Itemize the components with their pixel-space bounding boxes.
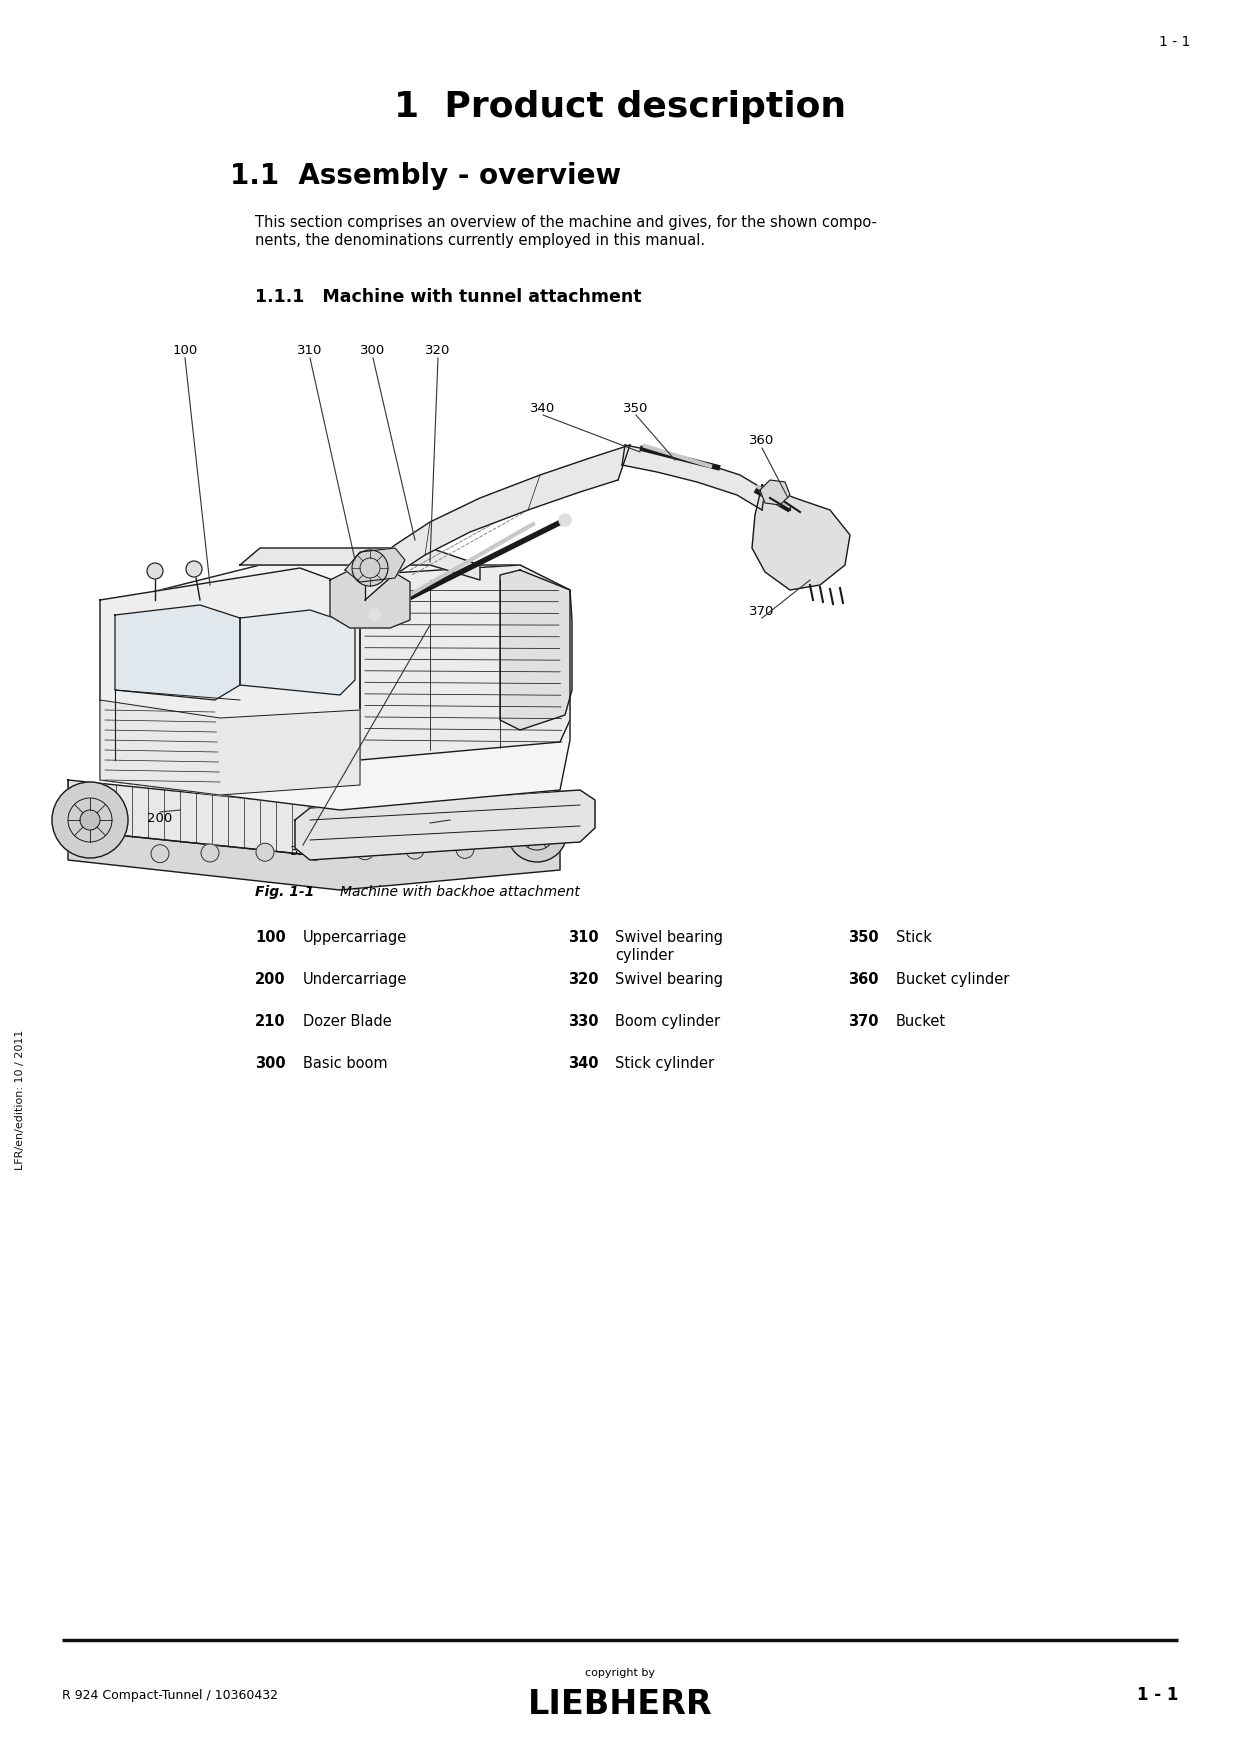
- Circle shape: [370, 609, 381, 621]
- Polygon shape: [241, 548, 480, 579]
- Text: Swivel bearing: Swivel bearing: [615, 972, 723, 986]
- Circle shape: [52, 783, 128, 858]
- Text: 200: 200: [255, 972, 285, 986]
- Text: 370: 370: [848, 1014, 878, 1028]
- Text: 350: 350: [848, 930, 879, 944]
- Circle shape: [201, 844, 219, 862]
- Circle shape: [456, 841, 474, 858]
- Circle shape: [81, 811, 100, 830]
- Circle shape: [352, 549, 388, 586]
- Text: Swivel bearing: Swivel bearing: [615, 930, 723, 944]
- Text: Fig. 1-1: Fig. 1-1: [255, 885, 314, 899]
- Text: 320: 320: [425, 344, 450, 356]
- Polygon shape: [295, 790, 595, 860]
- Circle shape: [559, 514, 570, 526]
- Circle shape: [529, 825, 546, 841]
- Text: 100: 100: [255, 930, 285, 944]
- Text: LFR/en/edition: 10 / 2011: LFR/en/edition: 10 / 2011: [15, 1030, 25, 1171]
- Circle shape: [507, 802, 567, 862]
- Polygon shape: [360, 565, 570, 760]
- Polygon shape: [751, 484, 849, 590]
- Polygon shape: [345, 548, 405, 583]
- Polygon shape: [760, 481, 790, 505]
- Text: 330: 330: [290, 844, 316, 858]
- Polygon shape: [365, 446, 630, 600]
- Text: Bucket cylinder: Bucket cylinder: [897, 972, 1009, 986]
- Text: LIEBHERR: LIEBHERR: [528, 1688, 712, 1722]
- Polygon shape: [241, 611, 355, 695]
- Circle shape: [306, 842, 324, 860]
- Text: 1.1.1   Machine with tunnel attachment: 1.1.1 Machine with tunnel attachment: [255, 288, 641, 305]
- Circle shape: [148, 563, 162, 579]
- Text: 1 - 1: 1 - 1: [1158, 35, 1190, 49]
- Polygon shape: [100, 565, 570, 811]
- Text: 370: 370: [749, 605, 775, 618]
- Text: 360: 360: [749, 433, 775, 448]
- Polygon shape: [100, 569, 360, 784]
- Text: 1.1  Assembly - overview: 1.1 Assembly - overview: [229, 161, 621, 190]
- Text: copyright by: copyright by: [585, 1667, 655, 1678]
- Text: 340: 340: [568, 1057, 599, 1071]
- Text: 310: 310: [568, 930, 599, 944]
- Circle shape: [186, 562, 202, 577]
- Text: Boom cylinder: Boom cylinder: [615, 1014, 720, 1028]
- Text: Stick: Stick: [897, 930, 932, 944]
- Text: Machine with backhoe attachment: Machine with backhoe attachment: [340, 885, 580, 899]
- Polygon shape: [622, 446, 765, 511]
- Text: 350: 350: [624, 402, 649, 414]
- Text: 200: 200: [148, 813, 172, 825]
- Text: 360: 360: [848, 972, 878, 986]
- Text: nents, the denominations currently employed in this manual.: nents, the denominations currently emplo…: [255, 233, 706, 247]
- Text: 1 - 1: 1 - 1: [1137, 1687, 1178, 1704]
- Text: 330: 330: [568, 1014, 599, 1028]
- Text: Basic boom: Basic boom: [303, 1057, 388, 1071]
- Text: 340: 340: [531, 402, 556, 414]
- Text: This section comprises an overview of the machine and gives, for the shown compo: This section comprises an overview of th…: [255, 216, 877, 230]
- Text: 210: 210: [255, 1014, 285, 1028]
- Text: 1  Product description: 1 Product description: [394, 90, 846, 125]
- Text: Undercarriage: Undercarriage: [303, 972, 408, 986]
- Text: Stick cylinder: Stick cylinder: [615, 1057, 714, 1071]
- Text: 300: 300: [361, 344, 386, 356]
- Polygon shape: [330, 570, 410, 628]
- Text: R 924 Compact-Tunnel / 10360432: R 924 Compact-Tunnel / 10360432: [62, 1688, 278, 1702]
- Circle shape: [405, 841, 424, 858]
- Polygon shape: [68, 830, 560, 890]
- Text: 100: 100: [172, 344, 197, 356]
- Polygon shape: [68, 779, 560, 858]
- Polygon shape: [115, 605, 241, 700]
- Text: 210: 210: [418, 823, 443, 835]
- Text: Uppercarriage: Uppercarriage: [303, 930, 407, 944]
- Polygon shape: [100, 700, 360, 795]
- Text: 320: 320: [568, 972, 599, 986]
- Text: cylinder: cylinder: [615, 948, 673, 963]
- Circle shape: [356, 842, 374, 860]
- Polygon shape: [500, 570, 572, 730]
- Text: Bucket: Bucket: [897, 1014, 946, 1028]
- Text: 310: 310: [298, 344, 322, 356]
- Text: Dozer Blade: Dozer Blade: [303, 1014, 392, 1028]
- Circle shape: [151, 844, 169, 863]
- Circle shape: [255, 842, 274, 862]
- Text: 300: 300: [255, 1057, 285, 1071]
